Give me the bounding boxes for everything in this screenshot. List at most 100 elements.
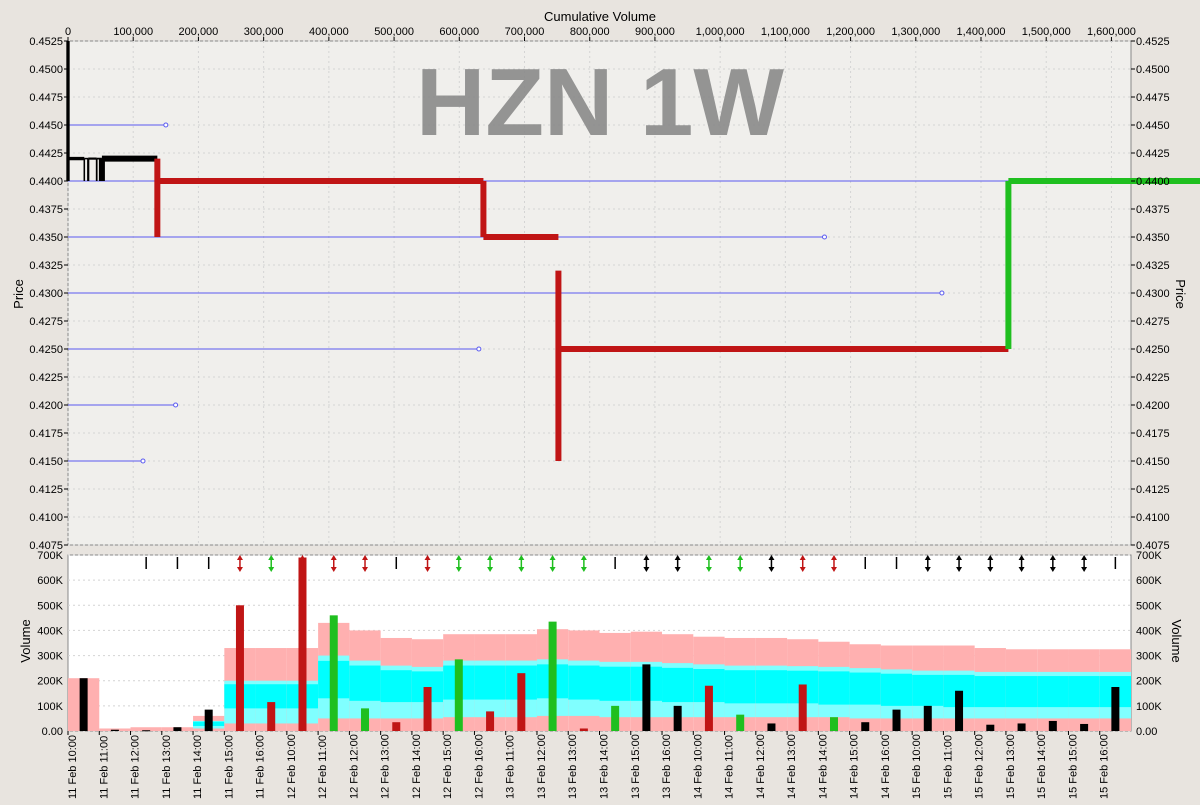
price-tick-label-right: 0.4375 bbox=[1136, 204, 1170, 216]
volume-band-inner bbox=[1068, 676, 1100, 708]
volume-bar bbox=[798, 684, 807, 731]
volume-bar bbox=[986, 724, 995, 731]
volume-x-tick-label: 800,000 bbox=[570, 26, 610, 38]
price-tick-label-left: 0.4525 bbox=[29, 36, 63, 48]
price-tick-label-right: 0.4275 bbox=[1136, 316, 1170, 328]
volume-signal-arrow-down bbox=[362, 567, 369, 572]
volume-signal-arrow-up bbox=[1049, 555, 1056, 560]
volume-band-inner bbox=[380, 670, 412, 703]
volume-signal-arrow-up bbox=[830, 555, 837, 560]
volume-signal-arrow-down bbox=[330, 567, 337, 572]
volume-bar bbox=[267, 702, 276, 731]
volume-signal-arrow-up bbox=[987, 555, 994, 560]
price-tick-label-right: 0.4350 bbox=[1136, 232, 1170, 244]
volume-signal-arrow-down bbox=[987, 567, 994, 572]
time-tick-label: 11 Feb 15:00 bbox=[223, 735, 235, 799]
price-tick-label-right: 0.4100 bbox=[1136, 512, 1170, 524]
volume-bar bbox=[423, 687, 432, 731]
volume-band-inner bbox=[724, 670, 756, 704]
volume-x-tick-label: 200,000 bbox=[179, 26, 219, 38]
volume-band-inner bbox=[1005, 676, 1038, 708]
price-tick-label-right: 0.4250 bbox=[1136, 344, 1170, 356]
volume-bar bbox=[517, 673, 526, 731]
price-level-end-marker bbox=[939, 290, 945, 296]
time-tick-label: 12 Feb 15:00 bbox=[442, 734, 454, 799]
price-tick-label-left: 0.4275 bbox=[29, 316, 63, 328]
volume-signal-arrow-down bbox=[643, 567, 650, 572]
volume-x-tick-label: 400,000 bbox=[309, 26, 349, 38]
price-tick-label-right: 0.4500 bbox=[1136, 64, 1170, 76]
volume-tick-label-left: 200K bbox=[37, 676, 63, 688]
volume-signal-arrow-up bbox=[643, 555, 650, 560]
time-tick-label: 15 Feb 15:00 bbox=[1067, 734, 1079, 799]
time-tick-label: 13 Feb 11:00 bbox=[505, 735, 517, 799]
volume-x-tick-label: 900,000 bbox=[635, 26, 675, 38]
time-tick-label: 13 Feb 13:00 bbox=[567, 734, 579, 799]
price-tick-label-right: 0.4425 bbox=[1136, 148, 1170, 160]
price-tick-label-left: 0.4200 bbox=[29, 400, 63, 412]
time-tick-label: 12 Feb 12:00 bbox=[348, 734, 360, 799]
volume-bar bbox=[611, 705, 620, 731]
volume-signal-arrow-down bbox=[580, 567, 587, 572]
volume-signal-arrow-up bbox=[424, 555, 431, 560]
volume-x-tick-label: 600,000 bbox=[439, 26, 479, 38]
price-level-end-marker bbox=[821, 234, 827, 240]
price-tick-label-left: 0.4150 bbox=[29, 456, 63, 468]
volume-band-inner bbox=[974, 676, 1006, 708]
volume-band-inner bbox=[349, 665, 381, 701]
time-tick-label: 15 Feb 13:00 bbox=[1005, 734, 1017, 799]
volume-signal-arrow-down bbox=[1081, 567, 1088, 572]
volume-tick-label-right: 700K bbox=[1136, 550, 1162, 562]
volume-bar bbox=[642, 664, 651, 731]
volume-signal-arrow-up bbox=[674, 555, 681, 560]
volume-signal-arrow-up bbox=[768, 555, 775, 560]
volume-signal-arrow-down bbox=[799, 567, 806, 572]
volume-signal-arrow-up bbox=[236, 555, 243, 560]
volume-tick-label-left: 400K bbox=[37, 625, 63, 637]
time-tick-label: 13 Feb 15:00 bbox=[630, 734, 642, 799]
time-tick-label: 12 Feb 16:00 bbox=[473, 734, 485, 799]
y-axis-title-right-price: Price bbox=[1173, 279, 1188, 309]
volume-bar bbox=[1048, 720, 1057, 731]
price-tick-label-left: 0.4300 bbox=[29, 288, 63, 300]
time-tick-label: 11 Feb 14:00 bbox=[192, 735, 204, 799]
volume-signal-arrow-down bbox=[424, 567, 431, 572]
volume-signal-arrow-down bbox=[737, 567, 744, 572]
time-tick-label: 13 Feb 14:00 bbox=[599, 734, 611, 799]
volume-band-inner bbox=[474, 665, 506, 700]
volume-band-inner bbox=[1037, 676, 1069, 708]
y-axis-left-volume: 0.00 100K 200K 300K 400K 500K 600K 700K bbox=[37, 550, 63, 738]
time-tick-label: 14 Feb 13:00 bbox=[786, 734, 798, 799]
volume-band-inner bbox=[912, 674, 944, 706]
time-tick-label: 14 Feb 15:00 bbox=[849, 734, 861, 799]
volume-bar bbox=[142, 730, 151, 732]
volume-signal-arrow-up bbox=[799, 555, 806, 560]
price-level-end-marker bbox=[140, 458, 146, 464]
volume-signal-arrow-up bbox=[362, 555, 369, 560]
time-tick-label: 11 Feb 12:00 bbox=[130, 735, 142, 799]
price-tick-label-left: 0.4425 bbox=[29, 148, 63, 160]
volume-tick-label-left: 500K bbox=[37, 600, 63, 612]
volume-bar bbox=[736, 714, 745, 731]
price-tick-label-left: 0.4075 bbox=[29, 540, 63, 552]
time-tick-label: 12 Feb 10:00 bbox=[286, 734, 298, 799]
volume-signal-arrow-up bbox=[956, 555, 963, 560]
x-axis-title: Cumulative Volume bbox=[544, 9, 656, 24]
price-level-end-marker bbox=[173, 402, 179, 408]
price-tick-label-left: 0.4125 bbox=[29, 484, 63, 496]
volume-signal-arrow-up bbox=[580, 555, 587, 560]
volume-band-inner bbox=[818, 671, 850, 705]
time-tick-label: 15 Feb 11:00 bbox=[942, 735, 954, 799]
price-tick-label-left: 0.4225 bbox=[29, 372, 63, 384]
volume-bar bbox=[361, 708, 370, 731]
volume-signal-arrow-up bbox=[299, 555, 306, 560]
volume-x-tick-label: 100,000 bbox=[113, 26, 153, 38]
time-tick-label: 15 Feb 12:00 bbox=[974, 734, 986, 799]
volume-x-tick-label: 700,000 bbox=[505, 26, 545, 38]
volume-bar bbox=[329, 615, 338, 731]
volume-tick-label-left: 0.00 bbox=[42, 726, 63, 738]
price-tick-label-right: 0.4300 bbox=[1136, 288, 1170, 300]
time-tick-label: 14 Feb 11:00 bbox=[724, 735, 736, 799]
price-tick-label-left: 0.4475 bbox=[29, 92, 63, 104]
